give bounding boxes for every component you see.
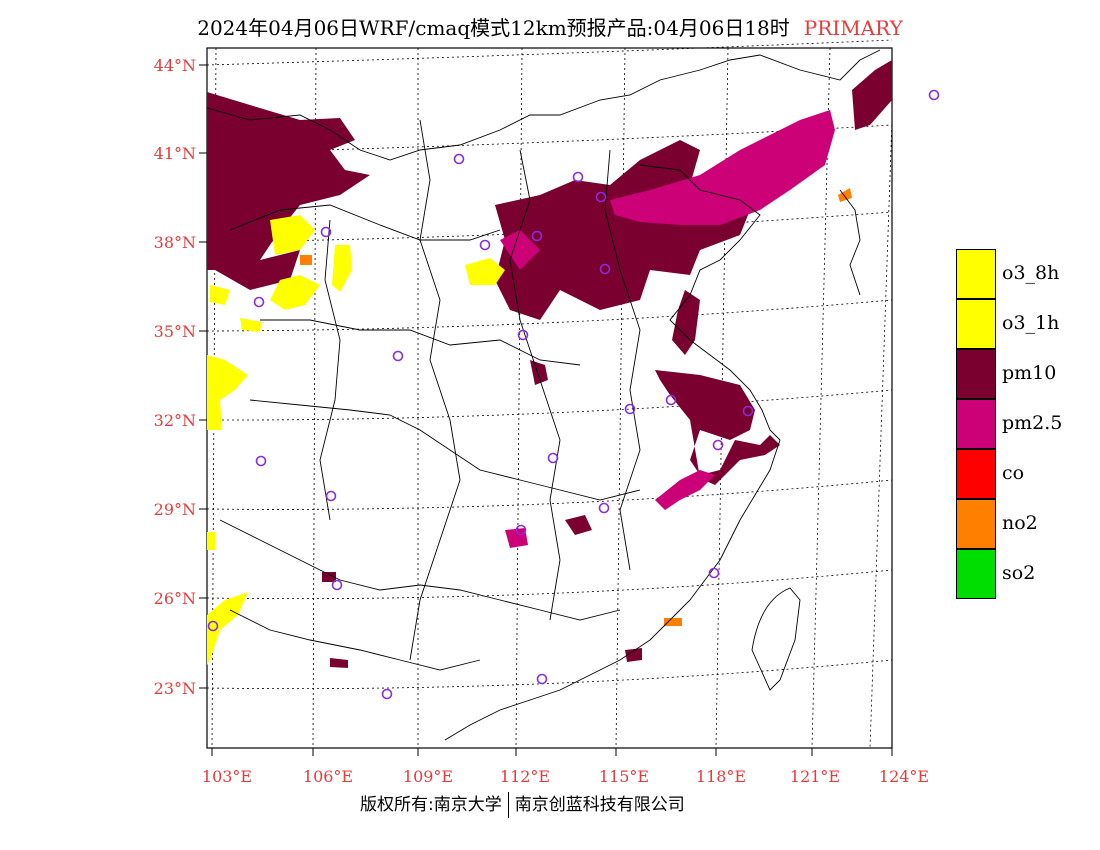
lon-label: 124°E: [879, 767, 929, 786]
lon-label: 115°E: [599, 767, 649, 786]
city-marker: [624, 403, 636, 415]
lat-label: 38°N: [154, 233, 196, 252]
city-marker: [572, 171, 584, 183]
legend-item-pm10: pm10: [956, 349, 1096, 399]
legend-label: so2: [1002, 562, 1036, 584]
city-marker: [517, 329, 529, 341]
pollution-areas: [207, 60, 892, 668]
legend-swatch: [956, 449, 996, 499]
lon-label: 118°E: [696, 767, 746, 786]
lat-label: 41°N: [154, 144, 196, 163]
title-text: 2024年04月06日WRF/cmaq模式12km预报产品:04月06日18时: [197, 16, 790, 40]
lat-label: 32°N: [154, 411, 196, 430]
footer-divider: [507, 792, 509, 818]
city-marker: [255, 455, 267, 467]
city-marker: [392, 350, 404, 362]
city-marker: [453, 153, 465, 165]
city-marker: [331, 579, 343, 591]
city-marker: [598, 502, 610, 514]
city-marker: [928, 89, 940, 101]
lon-label: 121°E: [790, 767, 840, 786]
city-marker: [595, 191, 607, 203]
copyright-left: 版权所有:南京大学: [360, 795, 502, 815]
legend-swatch: [956, 499, 996, 549]
lon-label: 109°E: [403, 767, 453, 786]
city-marker: [207, 620, 219, 632]
lon-labels: 103°E 106°E 109°E 112°E 115°E 118°E 121°…: [202, 767, 929, 786]
city-marker: [320, 226, 332, 238]
legend-item-co: co: [956, 449, 1096, 499]
copyright-right: 南京创蓝科技有限公司: [514, 795, 685, 815]
legend-item-o3-8h: o3_8h: [956, 249, 1096, 299]
legend-item-pm2-5: pm2.5: [956, 399, 1096, 449]
boundaries: [206, 49, 881, 741]
axis-ticks: [199, 64, 893, 756]
city-marker: [599, 263, 611, 275]
city-marker: [515, 524, 527, 536]
legend-swatch: [956, 249, 996, 299]
lon-label: 106°E: [303, 767, 353, 786]
legend-swatch: [956, 349, 996, 399]
city-marker: [479, 239, 491, 251]
legend-item-o3-1h: o3_1h: [956, 299, 1096, 349]
city-marker: [381, 688, 393, 700]
city-marker: [325, 490, 337, 502]
legend: o3_8h o3_1h pm10 pm2.5 co no2 so2: [956, 249, 1096, 599]
lat-label: 26°N: [154, 589, 196, 608]
city-marker: [708, 567, 720, 579]
lon-label: 103°E: [202, 767, 252, 786]
city-marker: [742, 405, 754, 417]
legend-swatch: [956, 549, 996, 599]
city-marker: [531, 230, 543, 242]
lat-label: 44°N: [154, 56, 196, 75]
legend-label: no2: [1002, 512, 1038, 534]
legend-item-so2: so2: [956, 549, 1096, 599]
primary-tag: PRIMARY: [803, 16, 903, 40]
lat-label: 23°N: [154, 679, 196, 698]
city-marker: [712, 439, 724, 451]
map-title: 2024年04月06日WRF/cmaq模式12km预报产品:04月06日18时 P…: [0, 12, 1100, 41]
legend-label: pm10: [1002, 362, 1057, 384]
city-marker: [536, 673, 548, 685]
legend-label: o3_1h: [1002, 312, 1060, 334]
lon-label: 112°E: [500, 767, 550, 786]
city-marker: [665, 394, 677, 406]
legend-label: co: [1002, 462, 1025, 484]
copyright-footer: 版权所有:南京大学 南京创蓝科技有限公司: [360, 790, 685, 818]
legend-swatch: [956, 399, 996, 449]
legend-swatch: [956, 299, 996, 349]
lat-labels: 44°N 41°N 38°N 35°N 32°N 29°N 26°N 23°N: [154, 56, 196, 698]
legend-label: pm2.5: [1002, 412, 1063, 434]
legend-item-no2: no2: [956, 499, 1096, 549]
legend-label: o3_8h: [1002, 262, 1060, 284]
city-marker: [253, 296, 265, 308]
city-markers: [207, 89, 940, 700]
lat-label: 35°N: [154, 322, 196, 341]
city-marker: [547, 452, 559, 464]
lat-label: 29°N: [154, 500, 196, 519]
